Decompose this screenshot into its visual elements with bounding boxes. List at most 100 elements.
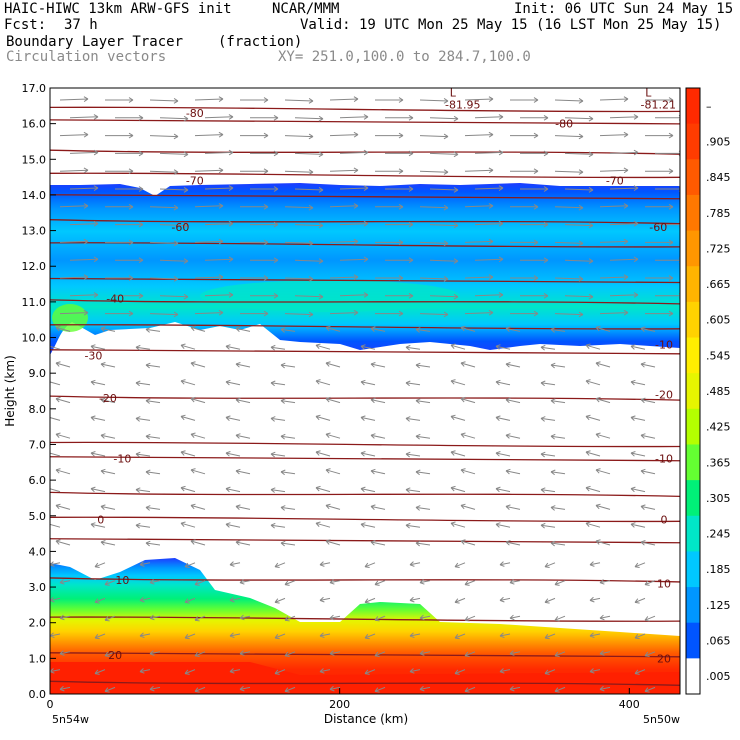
colorbar-label: .005 xyxy=(706,670,731,683)
vector-arrow xyxy=(325,468,341,475)
vector-arrow xyxy=(139,668,151,674)
colorbar-swatch xyxy=(686,658,700,695)
vector-arrow xyxy=(405,344,421,351)
vector-arrow xyxy=(145,362,161,369)
vector-arrow xyxy=(640,540,656,546)
vector-arrow xyxy=(540,487,556,493)
vector-arrow xyxy=(385,114,414,121)
vector-arrow xyxy=(190,539,206,546)
vector-arrow xyxy=(240,97,269,103)
vector-arrow xyxy=(239,685,251,692)
isotherm-label: -10 xyxy=(655,453,673,466)
vector-arrow xyxy=(94,669,106,675)
y-tick-label: 17.0 xyxy=(22,82,47,95)
vector-arrow xyxy=(540,451,556,458)
vector-arrow xyxy=(159,258,189,264)
vector-arrow xyxy=(239,579,251,585)
vector-arrow xyxy=(104,651,116,658)
vector-arrow xyxy=(190,503,206,510)
vector-arrow xyxy=(149,133,179,140)
vector-arrow xyxy=(90,486,106,493)
vector-arrow xyxy=(190,325,206,332)
vector-arrow xyxy=(180,343,196,350)
vector-arrow xyxy=(69,256,99,263)
vector-arrow xyxy=(640,362,656,368)
minimum-value: -81.95 xyxy=(445,98,480,111)
vector-arrow xyxy=(50,379,61,386)
vector-arrow xyxy=(339,185,369,191)
vector-arrow xyxy=(59,579,71,585)
vector-arrow xyxy=(370,504,386,510)
colorbar-label: .365 xyxy=(706,456,731,469)
vector-arrow xyxy=(105,275,134,281)
vector-arrow xyxy=(375,239,404,246)
vector-arrow xyxy=(510,168,539,175)
vector-arrow xyxy=(554,276,584,282)
vector-arrow xyxy=(149,240,179,247)
vector-arrow xyxy=(90,415,106,421)
vector-arrow xyxy=(645,239,674,246)
vector-arrow xyxy=(270,487,286,493)
vector-arrow xyxy=(250,292,279,299)
vector-arrow xyxy=(454,669,466,675)
vector-arrow xyxy=(59,131,89,138)
vector-arrow xyxy=(419,98,449,104)
vector-arrow xyxy=(609,114,639,120)
vector-arrow xyxy=(510,203,539,210)
vector-arrow xyxy=(509,579,521,585)
vector-arrow xyxy=(405,380,421,387)
vector-arrow xyxy=(115,186,144,192)
vector-arrow xyxy=(644,686,656,693)
vector-arrow xyxy=(564,222,594,229)
vector-arrow xyxy=(450,485,466,493)
vector-arrow xyxy=(409,596,421,603)
vector-arrow xyxy=(59,274,89,280)
colorbar-swatch xyxy=(686,373,700,410)
isotherm-line xyxy=(50,119,680,125)
vector-arrow xyxy=(609,220,639,227)
vector-arrow xyxy=(105,203,134,210)
vector-arrow xyxy=(100,326,116,332)
vector-arrow xyxy=(59,167,89,174)
vector-arrow xyxy=(585,379,601,386)
vector-arrow xyxy=(105,97,134,103)
vector-arrow xyxy=(505,326,521,332)
vector-arrow xyxy=(360,415,376,421)
vector-arrow xyxy=(104,686,116,693)
vector-arrow xyxy=(405,451,421,458)
vector-arrow xyxy=(640,468,656,475)
vector-arrow xyxy=(325,361,341,368)
vector-arrow xyxy=(505,468,521,475)
vector-arrow xyxy=(250,221,279,228)
vector-arrow xyxy=(194,615,206,622)
vector-arrow xyxy=(595,468,611,475)
vector-arrow xyxy=(464,309,494,316)
vector-arrow xyxy=(419,685,431,692)
vector-arrow xyxy=(159,222,189,229)
vector-arrow xyxy=(595,396,611,404)
vector-arrow xyxy=(464,131,494,138)
vector-arrow xyxy=(180,450,196,457)
vector-arrow xyxy=(319,596,331,603)
vector-arrow xyxy=(464,167,494,174)
vector-arrow xyxy=(370,326,386,332)
vector-arrow xyxy=(294,151,324,158)
vector-arrow xyxy=(225,522,241,528)
vector-arrow xyxy=(520,186,549,192)
vector-arrow xyxy=(464,274,494,280)
vector-arrow xyxy=(55,539,71,546)
vector-arrow xyxy=(520,221,549,228)
field-units: (fraction) xyxy=(218,34,303,50)
isotherm-label: 20 xyxy=(108,649,122,662)
vector-arrow xyxy=(135,416,151,422)
vector-arrow xyxy=(339,114,369,120)
vector-arrow xyxy=(239,614,251,621)
vector-arrow xyxy=(284,240,314,247)
vector-arrow xyxy=(55,325,71,332)
vector-arrow xyxy=(510,275,539,281)
vector-arrow xyxy=(194,686,206,693)
vector-arrow xyxy=(50,561,61,567)
vector-arrow xyxy=(50,632,61,639)
isotherm-label: 20 xyxy=(657,652,671,665)
colorbar-swatch xyxy=(686,301,700,339)
